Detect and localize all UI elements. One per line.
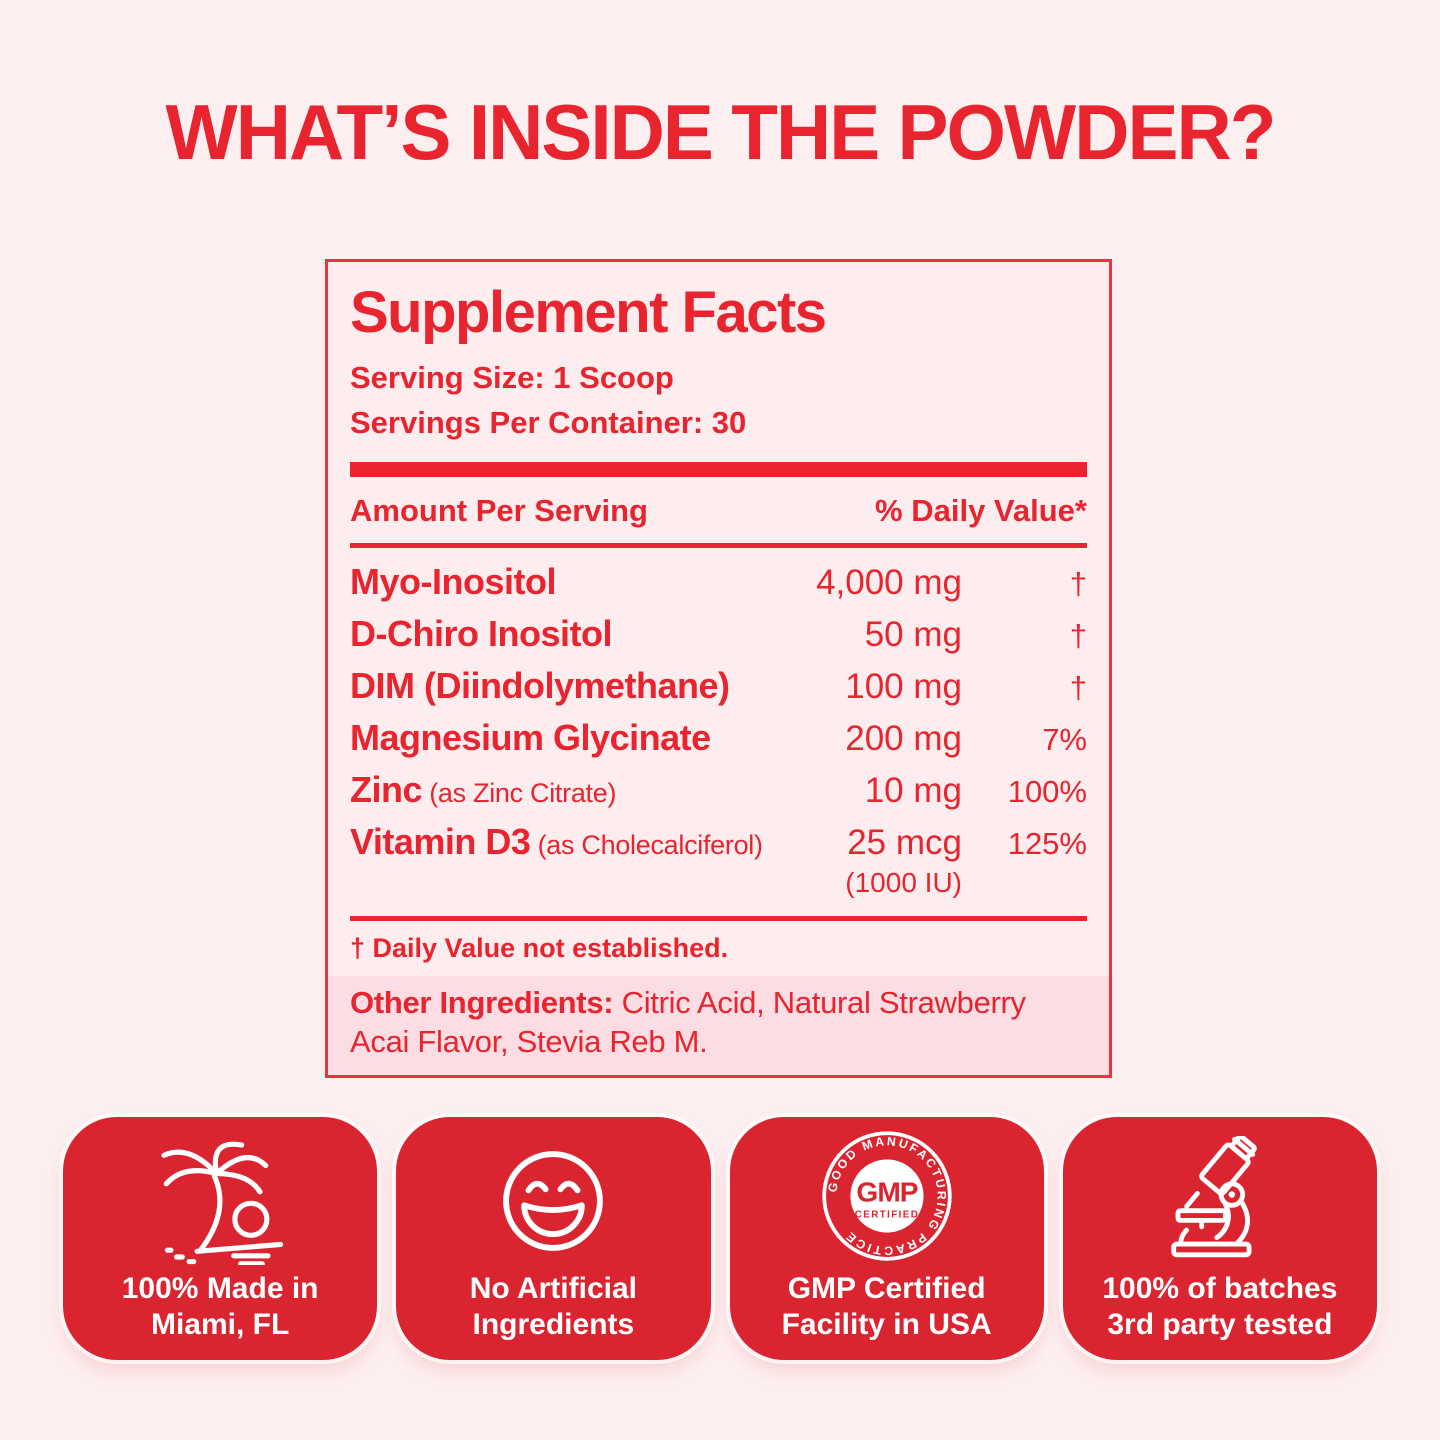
table-row: D-Chiro Inositol 50 mg † [350,608,1087,660]
other-ingredients-line2: Acai Flavor, Stevia Reb M. [350,1023,708,1059]
ingredient-amount: 10 mg [864,770,962,810]
table-row: Myo-Inositol 4,000 mg † [350,556,1087,608]
ingredient-amount: 50 mg [864,614,962,654]
ingredient-amount: 200 mg [845,718,962,758]
amount-per-serving-header: Amount Per Serving [350,492,648,528]
badge-made-in-miami: 100% Made in Miami, FL [63,1117,378,1360]
badge-gmp-certified: GOOD MANUFACTURING PRACTICE GMP CERTIFIE… [729,1117,1044,1360]
palm-tree-icon [144,1117,296,1271]
ingredient-dv: † [1069,617,1087,653]
ingredient-dv: 7% [1042,721,1087,757]
ingredient-name: Magnesium Glycinate [350,716,711,758]
badge-label: 100% Made in Miami, FL [121,1272,319,1341]
smiley-icon [489,1117,617,1271]
other-ingredients-label: Other Ingredients: [350,984,614,1020]
ingredient-amount: 25 mcg [847,822,962,862]
feature-badges-row: 100% Made in Miami, FL No Artificial Ingre… [63,1117,1377,1360]
thin-divider [350,915,1087,921]
badge-label: No Artificial Ingredients [469,1272,637,1341]
gmp-center-text: GMP [856,1177,917,1208]
gmp-seal-icon: GOOD MANUFACTURING PRACTICE GMP CERTIFIE… [812,1107,962,1271]
table-row: Magnesium Glycinate 200 mg 7% [350,712,1087,764]
table-row: Vitamin D3 (as Cholecalciferol) 25 mcg (… [350,816,1087,904]
other-ingredients: Other Ingredients: Citric Acid, Natural … [328,975,1109,1076]
other-ingredients-line1: Citric Acid, Natural Strawberry [613,984,1026,1020]
thick-divider-bar [350,461,1087,477]
badge-no-artificial: No Artificial Ingredients [396,1117,711,1360]
supplement-facts-panel: Supplement Facts Serving Size: 1 Scoop S… [325,259,1112,1079]
page-title: WHAT’S INSIDE THE POWDER? [165,88,1277,176]
facts-rows: Myo-Inositol 4,000 mg † D-Chiro Inositol… [350,548,1087,904]
table-row: Zinc (as Zinc Citrate) 10 mg 100% [350,764,1087,816]
daily-value-footnote: † Daily Value not established. [350,932,729,963]
ingredient-name: D-Chiro Inositol [350,612,612,654]
facts-header-row: Amount Per Serving % Daily Value* [350,487,1087,548]
badge-label: GMP Certified Facility in USA [781,1272,992,1341]
microscope-icon [1150,1117,1290,1271]
badge-third-party-tested: 100% of batches 3rd party tested [1062,1117,1377,1360]
badge-label: 100% of batches 3rd party tested [1102,1272,1338,1341]
supplement-facts-title: Supplement Facts [350,280,827,345]
ingredient-dv: † [1069,669,1087,705]
ingredient-name: Zinc [350,768,423,810]
ingredient-name: DIM (Diindolymethane) [350,664,730,706]
ingredient-note: (as Cholecalciferol) [530,829,763,860]
gmp-certified-text: CERTIFIED [854,1210,919,1221]
ingredient-note: (as Zinc Citrate) [422,777,617,808]
ingredient-dv: 125% [1007,825,1087,861]
daily-value-header: % Daily Value* [875,492,1087,528]
ingredient-amount: 100 mg [845,666,962,706]
serving-size: Serving Size: 1 Scoop [350,360,674,395]
ingredient-dv: † [1069,565,1087,601]
ingredient-name: Vitamin D3 [350,820,531,862]
table-row: DIM (Diindolymethane) 100 mg † [350,660,1087,712]
ingredient-dv: 100% [1007,773,1087,809]
servings-per-container: Servings Per Container: 30 [350,404,747,440]
ingredient-amount: 4,000 mg [816,562,962,602]
ingredient-amount-iu: (1000 IU) [845,866,962,898]
ingredient-name: Myo-Inositol [350,560,556,602]
